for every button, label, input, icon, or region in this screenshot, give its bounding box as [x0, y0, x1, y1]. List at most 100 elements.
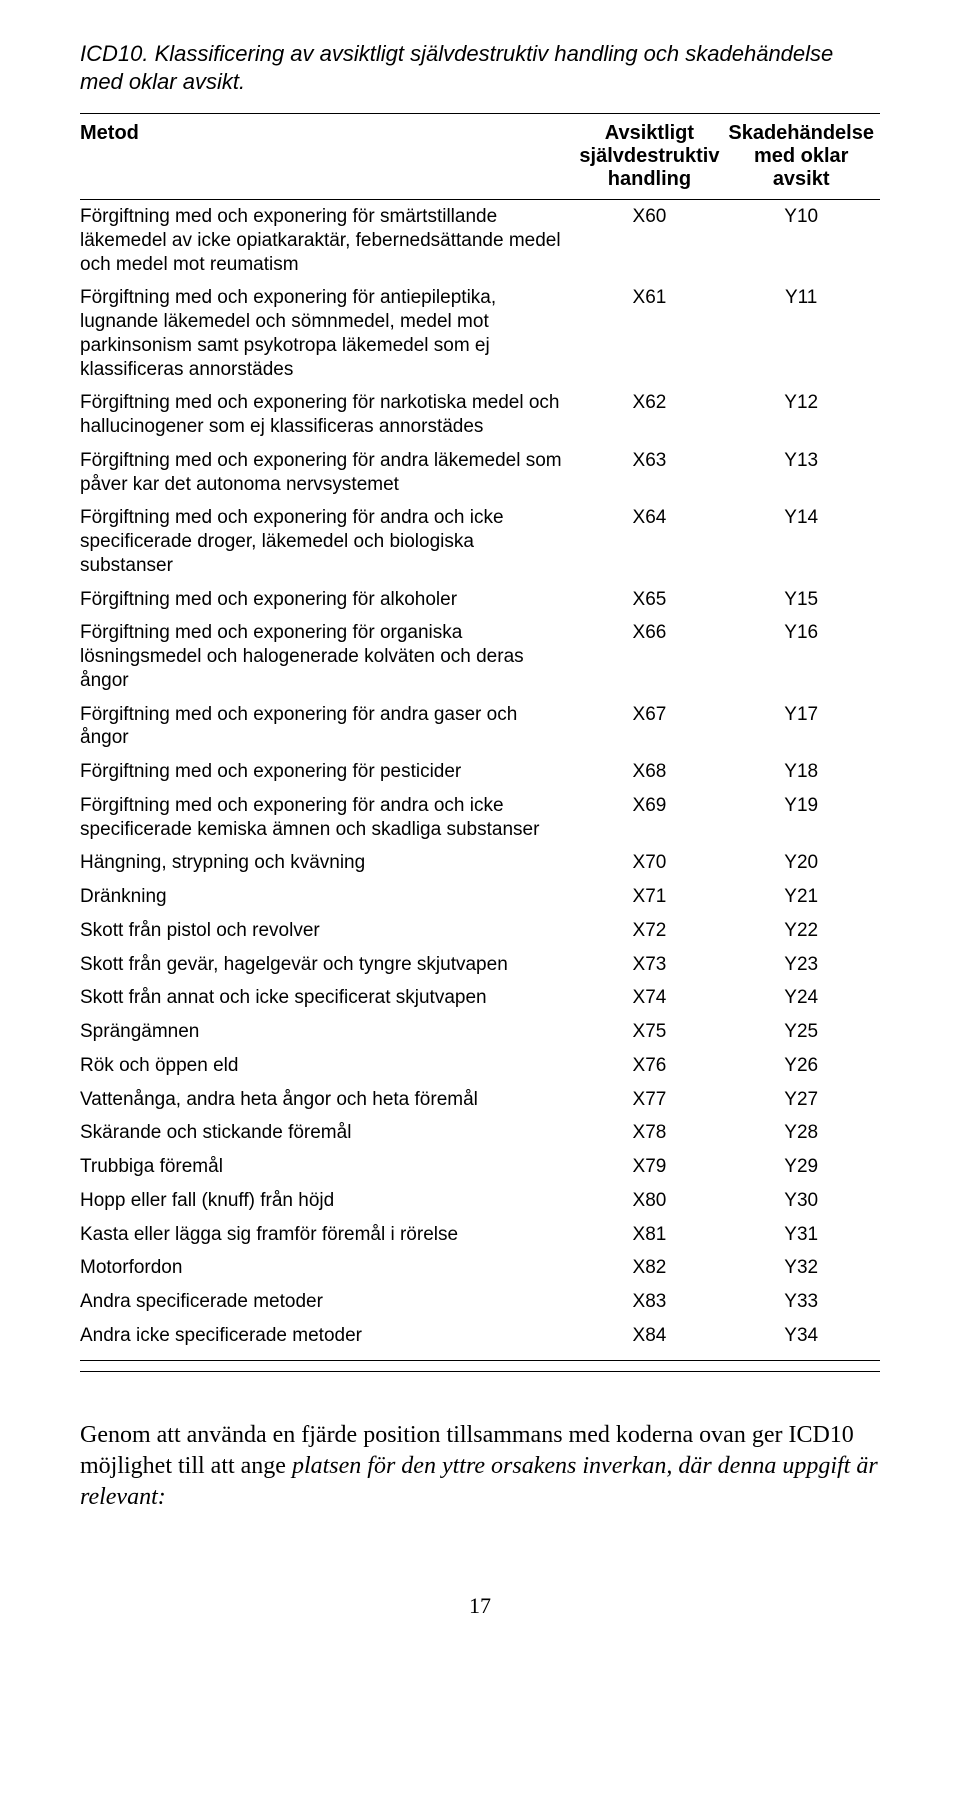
cell-code-b: Y23 [728, 948, 880, 982]
cell-code-b: Y33 [728, 1285, 880, 1319]
table-row: Andra specificerade metoderX83Y33 [80, 1285, 880, 1319]
table-bottom-rule [80, 1371, 880, 1372]
table-row: Förgiftning med och exponering för antie… [80, 281, 880, 386]
cell-code-a: X78 [577, 1116, 729, 1150]
cell-code-b: Y30 [728, 1184, 880, 1218]
cell-code-a: X84 [577, 1319, 729, 1360]
cell-code-a: X69 [577, 789, 729, 847]
cell-metod: Förgiftning med och exponering för organ… [80, 616, 577, 697]
cell-code-a: X75 [577, 1015, 729, 1049]
cell-code-b: Y26 [728, 1049, 880, 1083]
header-metod: Metod [80, 114, 577, 200]
cell-metod: Motorfordon [80, 1251, 577, 1285]
cell-code-a: X81 [577, 1218, 729, 1252]
cell-code-a: X62 [577, 386, 729, 444]
cell-metod: Skott från pistol och revolver [80, 914, 577, 948]
cell-code-a: X79 [577, 1150, 729, 1184]
table-row: Förgiftning med och exponering för andra… [80, 789, 880, 847]
cell-metod: Andra icke specificerade metoder [80, 1319, 577, 1360]
cell-metod: Förgiftning med och exponering för pesti… [80, 755, 577, 789]
cell-metod: Förgiftning med och exponering för smärt… [80, 200, 577, 282]
cell-code-a: X80 [577, 1184, 729, 1218]
cell-code-b: Y24 [728, 981, 880, 1015]
table-row: DränkningX71Y21 [80, 880, 880, 914]
cell-metod: Förgiftning med och exponering för antie… [80, 281, 577, 386]
cell-code-b: Y32 [728, 1251, 880, 1285]
cell-metod: Förgiftning med och exponering för andra… [80, 501, 577, 582]
cell-code-a: X68 [577, 755, 729, 789]
cell-code-a: X66 [577, 616, 729, 697]
table-row: Förgiftning med och exponering för andra… [80, 698, 880, 756]
cell-code-b: Y21 [728, 880, 880, 914]
cell-code-b: Y27 [728, 1083, 880, 1117]
table-row: Förgiftning med och exponering för andra… [80, 501, 880, 582]
table-row: Skärande och stickande föremålX78Y28 [80, 1116, 880, 1150]
page-number: 17 [80, 1593, 880, 1619]
table-row: Vattenånga, andra heta ångor och heta fö… [80, 1083, 880, 1117]
cell-code-a: X63 [577, 444, 729, 502]
table-row: Hopp eller fall (knuff) från höjdX80Y30 [80, 1184, 880, 1218]
cell-code-b: Y12 [728, 386, 880, 444]
body-paragraph: Genom att använda en fjärde position til… [80, 1420, 880, 1514]
table-row: Förgiftning med och exponering för smärt… [80, 200, 880, 282]
cell-metod: Trubbiga föremål [80, 1150, 577, 1184]
cell-metod: Skott från gevär, hagelgevär och tyngre … [80, 948, 577, 982]
cell-code-a: X64 [577, 501, 729, 582]
cell-metod: Skott från annat och icke specificerat s… [80, 981, 577, 1015]
cell-code-a: X70 [577, 846, 729, 880]
header-col-a: Avsiktligt självdestruktiv handling [577, 114, 729, 200]
cell-code-b: Y14 [728, 501, 880, 582]
table-row: Förgiftning med och exponering för pesti… [80, 755, 880, 789]
cell-code-a: X65 [577, 583, 729, 617]
table-row: Skott från gevär, hagelgevär och tyngre … [80, 948, 880, 982]
cell-code-a: X61 [577, 281, 729, 386]
cell-metod: Skärande och stickande föremål [80, 1116, 577, 1150]
cell-code-a: X76 [577, 1049, 729, 1083]
cell-metod: Förgiftning med och exponering för alkoh… [80, 583, 577, 617]
table-header-row: Metod Avsiktligt självdestruktiv handlin… [80, 114, 880, 200]
icd10-table: Metod Avsiktligt självdestruktiv handlin… [80, 113, 880, 1361]
cell-code-a: X67 [577, 698, 729, 756]
cell-code-b: Y29 [728, 1150, 880, 1184]
table-row: Kasta eller lägga sig framför föremål i … [80, 1218, 880, 1252]
table-row: Rök och öppen eldX76Y26 [80, 1049, 880, 1083]
cell-code-a: X73 [577, 948, 729, 982]
cell-code-a: X82 [577, 1251, 729, 1285]
page-title: ICD10. Klassificering av avsiktligt själ… [80, 40, 880, 95]
cell-metod: Vattenånga, andra heta ångor och heta fö… [80, 1083, 577, 1117]
cell-metod: Kasta eller lägga sig framför föremål i … [80, 1218, 577, 1252]
table-row: Förgiftning med och exponering för andra… [80, 444, 880, 502]
cell-metod: Andra specificerade metoder [80, 1285, 577, 1319]
cell-code-b: Y19 [728, 789, 880, 847]
cell-code-b: Y11 [728, 281, 880, 386]
cell-metod: Förgiftning med och exponering för narko… [80, 386, 577, 444]
table-row: Förgiftning med och exponering för alkoh… [80, 583, 880, 617]
table-row: Trubbiga föremålX79Y29 [80, 1150, 880, 1184]
cell-metod: Dränkning [80, 880, 577, 914]
cell-code-b: Y13 [728, 444, 880, 502]
cell-code-a: X83 [577, 1285, 729, 1319]
table-row: Andra icke specificerade metoderX84Y34 [80, 1319, 880, 1360]
cell-code-b: Y31 [728, 1218, 880, 1252]
cell-code-a: X72 [577, 914, 729, 948]
cell-metod: Förgiftning med och exponering för andra… [80, 698, 577, 756]
cell-metod: Förgiftning med och exponering för andra… [80, 789, 577, 847]
cell-code-b: Y15 [728, 583, 880, 617]
header-col-b: Skadehändelse med oklar avsikt [728, 114, 880, 200]
cell-code-a: X74 [577, 981, 729, 1015]
cell-code-a: X60 [577, 200, 729, 282]
table-row: Skott från annat och icke specificerat s… [80, 981, 880, 1015]
cell-code-b: Y10 [728, 200, 880, 282]
cell-code-b: Y22 [728, 914, 880, 948]
cell-code-a: X71 [577, 880, 729, 914]
cell-code-b: Y20 [728, 846, 880, 880]
table-row: SprängämnenX75Y25 [80, 1015, 880, 1049]
cell-code-b: Y16 [728, 616, 880, 697]
table-row: Förgiftning med och exponering för organ… [80, 616, 880, 697]
table-row: Förgiftning med och exponering för narko… [80, 386, 880, 444]
cell-code-b: Y25 [728, 1015, 880, 1049]
cell-metod: Rök och öppen eld [80, 1049, 577, 1083]
cell-code-a: X77 [577, 1083, 729, 1117]
table-row: Skott från pistol och revolverX72Y22 [80, 914, 880, 948]
cell-metod: Hängning, strypning och kvävning [80, 846, 577, 880]
